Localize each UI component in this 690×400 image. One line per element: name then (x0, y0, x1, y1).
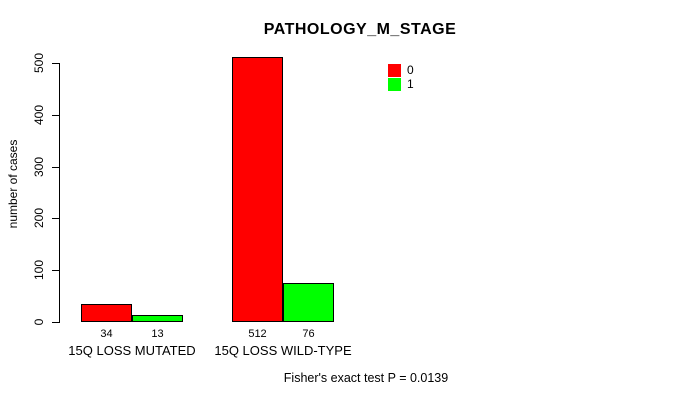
y-axis-tick (52, 218, 59, 220)
y-axis-tick-label: 500 (32, 52, 46, 74)
y-axis-tick (52, 114, 59, 116)
y-axis-tick-label: 200 (32, 208, 46, 229)
bar-value-label: 512 (248, 328, 267, 340)
chart-title: PATHOLOGY_M_STAGE (263, 21, 457, 38)
category-label: 15Q LOSS WILD-TYPE (214, 343, 352, 358)
legend-swatch-1 (388, 78, 401, 91)
legend-label: 1 (407, 77, 414, 91)
y-axis-tick (52, 166, 59, 168)
bar-1-15q-loss-wild-type (283, 282, 334, 322)
legend-label: 0 (407, 63, 414, 77)
y-axis-tick-label: 0 (32, 318, 46, 326)
y-axis-tick (52, 270, 59, 272)
y-axis-line (59, 63, 60, 323)
bar-0-15q-loss-mutated (81, 304, 132, 322)
bar-value-label: 76 (302, 328, 315, 340)
legend-entry-0: 0 (388, 64, 414, 77)
footnote-fisher-test: Fisher's exact test P = 0.0139 (283, 371, 449, 385)
y-axis-tick-label: 400 (32, 104, 46, 125)
y-axis-tick (52, 322, 59, 323)
y-axis-tick-label: 300 (32, 156, 46, 177)
bar-value-label: 13 (151, 328, 164, 340)
y-axis-tick-label: 100 (32, 260, 46, 281)
y-axis-title-text: number of cases (6, 139, 20, 229)
category-label: 15Q LOSS MUTATED (68, 343, 196, 358)
y-axis-tick (52, 63, 59, 64)
bar-1-15q-loss-mutated (132, 315, 183, 322)
legend-swatch-0 (388, 64, 401, 77)
bar-0-15q-loss-wild-type (232, 56, 283, 322)
legend-entry-1: 1 (388, 78, 414, 91)
bar-value-label: 34 (100, 328, 113, 340)
